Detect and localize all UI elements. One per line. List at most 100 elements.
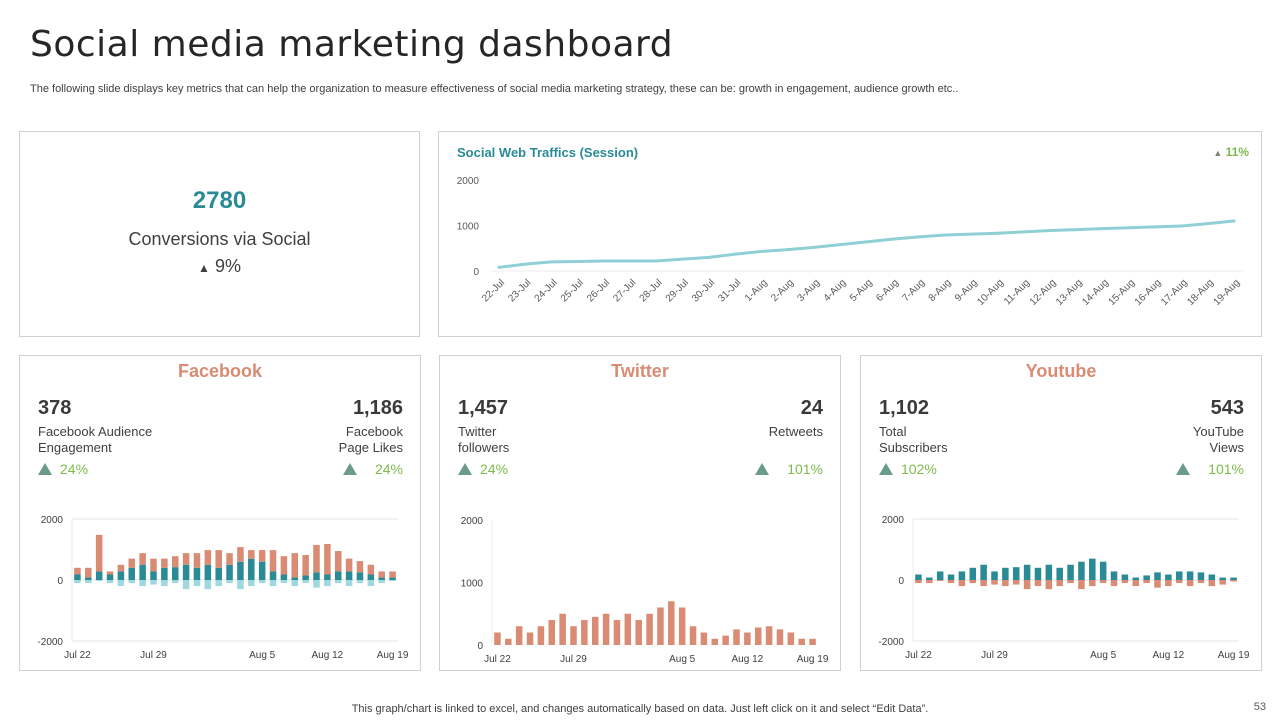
bar — [378, 571, 385, 578]
bar — [204, 564, 212, 580]
data-point — [1153, 225, 1157, 229]
bar — [969, 567, 977, 580]
conversions-card: 2780 Conversions via Social ▲ 9% — [19, 131, 420, 337]
bar — [1219, 580, 1226, 585]
stat-value: 1,186 — [352, 397, 403, 419]
bar — [722, 635, 729, 645]
conversions-value: 2780 — [192, 187, 247, 214]
bar — [1012, 567, 1020, 580]
bar — [1099, 580, 1107, 584]
bar — [1045, 580, 1053, 590]
bar — [378, 580, 385, 584]
bar — [537, 626, 545, 645]
facebook-bar-chart[interactable]: -2000 0 2000 Jul 22 Jul 29 Aug 5 Aug 12 Aug 19 — [20, 356, 422, 672]
bar — [1132, 580, 1140, 587]
bar — [237, 561, 244, 580]
bar — [291, 577, 299, 580]
bar — [161, 567, 168, 580]
bar — [269, 571, 277, 580]
bar — [602, 613, 610, 645]
bar — [324, 574, 331, 580]
data-point — [1022, 230, 1026, 234]
triangle-up-icon — [879, 463, 893, 475]
bar — [367, 574, 375, 580]
bar — [161, 558, 168, 568]
traffic-card[interactable]: Social Web Traffics (Session) ▲ 11% 0 100… — [438, 131, 1262, 337]
data-point — [838, 243, 842, 247]
stat-label: Engagement — [38, 440, 112, 455]
bar — [936, 571, 944, 580]
x-tick-label: Aug 12 — [732, 654, 764, 665]
x-tick-label: Aug 19 — [797, 654, 829, 665]
bar — [85, 577, 92, 580]
bar — [744, 632, 751, 645]
data-point — [1206, 222, 1210, 226]
up-arrow-icon: ▲ — [1213, 148, 1223, 158]
bar — [1078, 561, 1085, 580]
data-point — [550, 260, 553, 264]
youtube-card: Youtube 1,102 Total Subscribers 102% 543… — [860, 355, 1262, 671]
y-tick-label: -2000 — [878, 637, 904, 648]
triangle-up-icon — [1176, 463, 1191, 475]
stat-label: Facebook Audience — [38, 424, 153, 439]
x-tick-label: Jul 29 — [981, 650, 1008, 661]
bar — [258, 561, 266, 580]
bar — [1002, 567, 1009, 580]
stat-change: 24% — [339, 461, 403, 477]
y-tick-label: 2000 — [457, 176, 480, 187]
up-arrow-icon: ▲ — [198, 261, 210, 275]
stat-change: 24% — [458, 461, 509, 477]
bar — [926, 577, 933, 580]
bar — [1186, 571, 1194, 580]
bar — [1089, 580, 1096, 587]
x-tick-label: 5-Aug — [848, 277, 875, 304]
bar — [1175, 580, 1183, 584]
bar — [980, 564, 987, 580]
bar — [668, 601, 675, 645]
x-tick-label: 29-Jul — [664, 277, 691, 304]
bar — [787, 632, 795, 645]
bar — [117, 571, 125, 580]
bar — [991, 571, 998, 580]
data-point — [970, 232, 973, 236]
bar — [313, 580, 320, 588]
bar — [182, 553, 190, 565]
x-tick-label: Aug 5 — [249, 650, 276, 661]
bar — [182, 580, 190, 590]
bar — [258, 550, 266, 562]
bar — [161, 580, 168, 587]
traffic-title: Social Web Traffics (Session) — [457, 145, 639, 160]
bar — [302, 580, 309, 584]
data-point — [812, 245, 816, 249]
x-tick-label: 1-Aug — [743, 277, 770, 304]
stat-value: 543 — [1210, 397, 1244, 419]
bar — [215, 567, 222, 580]
x-tick-label: 14-Aug — [1080, 277, 1111, 308]
bar — [74, 567, 81, 575]
x-tick-label: 10-Aug — [975, 277, 1006, 308]
youtube-bar-chart[interactable]: -2000 0 2000 Jul 22 Jul 29 Aug 5 Aug 12 Aug 19 — [861, 356, 1263, 672]
bar — [1045, 564, 1053, 580]
youtube-title: Youtube — [1025, 361, 1097, 381]
conversions-label: Conversions via Social — [128, 229, 311, 249]
data-point — [891, 237, 895, 241]
x-tick-label: 27-Jul — [611, 277, 638, 304]
data-point — [786, 248, 790, 252]
footer-note: This graph/chart is linked to excel, and… — [351, 703, 929, 715]
y-tick-label: 1000 — [457, 222, 480, 233]
x-tick-label: Jul 22 — [905, 650, 932, 661]
x-tick-label: Jul 29 — [560, 654, 587, 665]
bar — [334, 551, 342, 572]
bar — [559, 613, 566, 645]
bar — [389, 571, 396, 578]
bar — [378, 577, 385, 580]
data-point — [1232, 219, 1236, 223]
data-point — [865, 240, 868, 244]
twitter-bar-chart[interactable]: 0 1000 2000 Jul 22 Jul 29 Aug 5 Aug 12 Aug 19 — [440, 356, 842, 672]
bar — [74, 580, 81, 584]
x-tick-label: 19-Aug — [1212, 277, 1243, 308]
bar — [936, 580, 944, 581]
x-tick-label: 26-Jul — [585, 277, 612, 304]
bar — [324, 544, 331, 575]
